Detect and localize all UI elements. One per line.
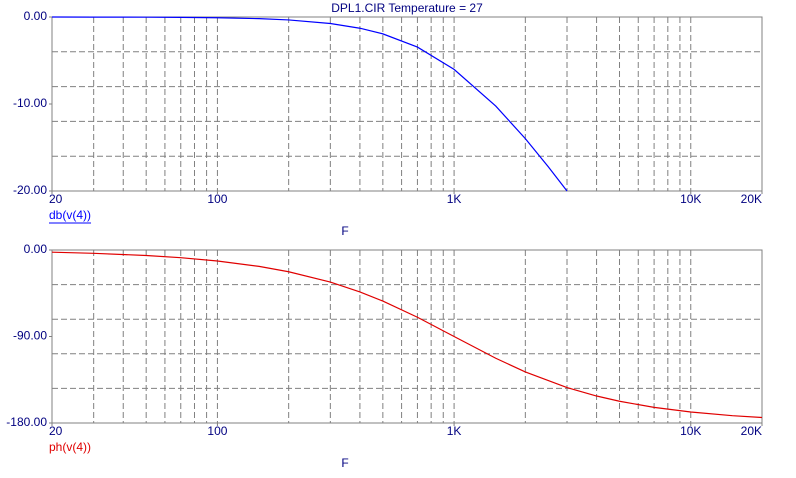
x-tick-label: 1K: [447, 424, 462, 438]
legend-entry: ph(v(4)): [49, 440, 91, 454]
y-tick-label: -10.00: [13, 96, 47, 110]
x-tick-label: 100: [207, 192, 227, 206]
x-tick-label: 20K: [741, 424, 762, 438]
x-tick-label: 20: [49, 424, 63, 438]
y-tick-label: 0.00: [24, 9, 48, 23]
x-tick-label: 20K: [741, 192, 762, 206]
plot-frame: [51, 249, 763, 424]
series-line: [51, 16, 568, 192]
chart-title: DPL1.CIR Temperature = 27: [331, 1, 483, 15]
x-axis-label: F: [341, 224, 348, 238]
y-tick-label: 0.00: [24, 242, 48, 256]
x-tick-label: 10K: [680, 192, 701, 206]
series-line: [51, 251, 763, 419]
x-axis-label: F: [341, 456, 348, 470]
y-tick-label: -20.00: [13, 183, 47, 197]
y-tick-label: -90.00: [13, 329, 47, 343]
x-tick-label: 10K: [680, 424, 701, 438]
x-tick-label: 20: [49, 192, 63, 206]
x-tick-label: 1K: [447, 192, 462, 206]
x-tick-label: 100: [207, 424, 227, 438]
legend-entry: db(v(4)): [49, 208, 91, 222]
y-tick-label: -180.00: [6, 415, 47, 429]
